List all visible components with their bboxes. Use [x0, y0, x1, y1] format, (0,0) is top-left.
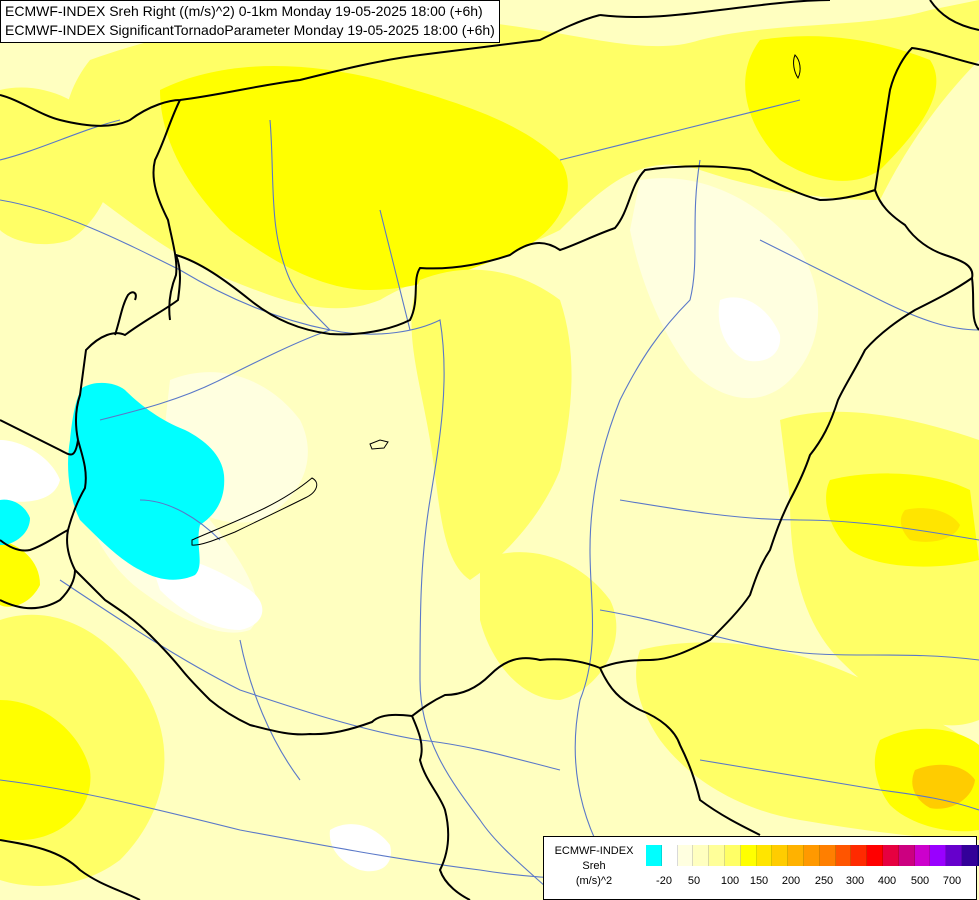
legend-variable: Sreh [582, 860, 606, 872]
field-southeast-orange [912, 764, 975, 809]
border-romania-south [599, 667, 761, 836]
legend-swatch [803, 845, 820, 866]
legend-tick-label: 50 [687, 875, 701, 887]
border-north-east [599, 0, 831, 19]
legend-unit: (m/s)^2 [575, 875, 613, 887]
legend-tick-label: 200 [781, 875, 801, 887]
legend-swatch [867, 845, 883, 866]
legend-swatch [756, 845, 773, 866]
border-ukraine [874, 46, 979, 191]
border-slovakia-north [0, 14, 601, 127]
legend-swatch [835, 845, 852, 866]
legend-tick-label: 400 [877, 875, 897, 887]
lakes [191, 54, 801, 546]
legend-swatch [661, 845, 678, 866]
river-tisza [574, 159, 701, 900]
title-line-2: ECMWF-INDEX SignificantTornadoParameter … [5, 22, 495, 38]
legend-swatch [677, 845, 694, 866]
legend-swatch [709, 845, 725, 866]
river-south-west [239, 639, 301, 781]
legend-tick-label: 100 [720, 875, 740, 887]
field-cyan-west [0, 499, 30, 545]
legend-swatch [946, 845, 962, 866]
legend-swatch [693, 845, 710, 866]
lake-small-ne [793, 54, 801, 79]
border-east-north [929, 0, 979, 31]
legend-swatch [819, 845, 836, 866]
legend-swatch [898, 845, 915, 866]
legend-tick-label: 700 [942, 875, 962, 887]
river-drava [59, 579, 561, 771]
legend-swatch [740, 845, 757, 866]
legend-source: ECMWF-INDEX [554, 845, 634, 857]
field-east-orange [900, 508, 960, 542]
border-serbia-croatia [411, 715, 471, 900]
legend-swatch [882, 845, 899, 866]
legend-swatch [851, 845, 868, 866]
border-slovenia-austria [0, 419, 79, 456]
field-white-east [718, 297, 781, 362]
legend-swatch [914, 845, 931, 866]
rivers [0, 99, 979, 900]
legend-color-scale [646, 845, 979, 866]
legend-tick-label: 300 [845, 875, 865, 887]
river-hron [379, 209, 411, 331]
title-line-1: ECMWF-INDEX Sreh Right ((m/s)^2) 0-1km M… [5, 3, 483, 19]
river-east-north [759, 239, 979, 331]
border-croatia-south [0, 839, 141, 900]
river-west-north [0, 119, 121, 161]
river-southeast [699, 759, 979, 811]
river-east-mid [619, 499, 979, 541]
legend-tick-labels: -20 50 100 150 200 250 300 400 500 700 [646, 874, 966, 888]
map-title-box: ECMWF-INDEX Sreh Right ((m/s)^2) 0-1km M… [0, 0, 500, 43]
border-slovenia-west [0, 529, 69, 552]
field-white-south [329, 824, 391, 872]
legend-swatch [646, 845, 662, 866]
river-mures [599, 609, 979, 661]
river-zala [139, 499, 221, 541]
legend-swatch [788, 845, 804, 866]
border-hungary [66, 165, 974, 736]
river-danube [0, 199, 561, 900]
field-southwest-core [0, 700, 91, 840]
legend-tick-label: 250 [814, 875, 834, 887]
field-north-core [160, 66, 568, 290]
border-croatia-slovenia [0, 569, 76, 610]
color-legend: ECMWF-INDEX Sreh (m/s)^2 -20 50 100 150 200 2… [543, 836, 979, 900]
border-austria-slovakia [152, 99, 181, 321]
field-northwest [0, 87, 113, 245]
legend-tick-label: 150 [749, 875, 769, 887]
lake-balaton [191, 477, 318, 546]
field-west-core [0, 540, 40, 607]
field-white-west [0, 440, 60, 502]
river-vah [269, 119, 331, 331]
legend-swatch [724, 845, 741, 866]
border-west-small [114, 291, 137, 336]
legend-swatch [961, 845, 978, 866]
legend-swatch [977, 845, 979, 866]
border-east-lower [971, 277, 979, 331]
legend-swatch [930, 845, 947, 866]
field-cyan-main [68, 382, 225, 580]
legend-tick-label: -20 [656, 875, 672, 887]
river-raba [99, 329, 331, 421]
legend-tick-label: 500 [910, 875, 930, 887]
field-northeast-core [745, 36, 937, 181]
field-central-strip [411, 269, 572, 580]
lake-small-center [369, 439, 389, 450]
legend-swatch [772, 845, 789, 866]
river-north-east [559, 99, 801, 161]
